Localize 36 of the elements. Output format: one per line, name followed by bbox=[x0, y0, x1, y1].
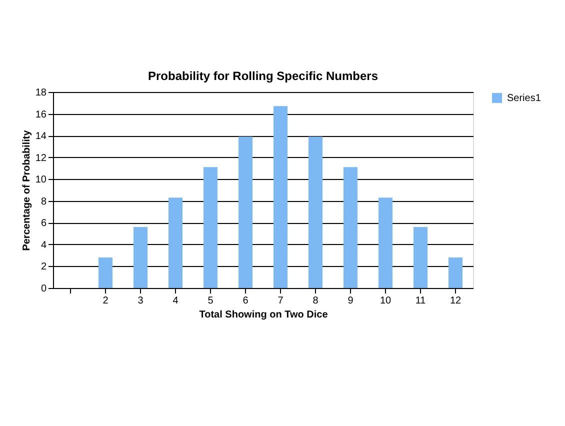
x-tick-label: 4 bbox=[172, 296, 179, 306]
bar bbox=[414, 227, 428, 288]
bar bbox=[344, 167, 358, 288]
legend-label: Series1 bbox=[507, 93, 542, 104]
y-tick-label: 8 bbox=[40, 196, 47, 208]
bar bbox=[274, 106, 288, 288]
bar bbox=[238, 136, 252, 288]
x-tick-label: 6 bbox=[242, 296, 249, 306]
bar bbox=[308, 136, 322, 288]
y-tick-label: 14 bbox=[35, 131, 47, 142]
y-tick-label: 6 bbox=[40, 218, 47, 230]
x-tick-label: 11 bbox=[415, 296, 426, 306]
bar bbox=[204, 167, 218, 288]
x-tick-label: 2 bbox=[102, 296, 109, 306]
y-tick-label: 4 bbox=[40, 240, 47, 251]
bar bbox=[448, 258, 462, 288]
x-axis-title: Total Showing on Two Dice bbox=[199, 310, 328, 320]
bar bbox=[134, 227, 148, 288]
bar bbox=[378, 198, 392, 288]
y-tick-label: 12 bbox=[35, 152, 47, 164]
x-tick-label: 10 bbox=[380, 296, 392, 306]
x-tick-label: 3 bbox=[138, 296, 144, 306]
x-tick-label: 7 bbox=[278, 296, 284, 306]
bar bbox=[168, 198, 182, 288]
y-tick-label: 10 bbox=[35, 174, 47, 186]
y-tick-label: 2 bbox=[40, 262, 47, 273]
y-tick-label: 16 bbox=[35, 109, 47, 120]
x-tick-label: 9 bbox=[348, 296, 354, 306]
chart-title: Probability for Rolling Specific Numbers bbox=[148, 69, 378, 83]
bar bbox=[98, 258, 112, 288]
x-tick-label: 12 bbox=[450, 296, 462, 306]
y-tick-label: 18 bbox=[35, 88, 47, 98]
y-tick-label: 0 bbox=[40, 284, 47, 294]
y-axis-title: Percentage of Probability bbox=[21, 130, 32, 251]
x-tick-label: 8 bbox=[312, 296, 319, 306]
x-tick-label: 5 bbox=[208, 296, 214, 306]
